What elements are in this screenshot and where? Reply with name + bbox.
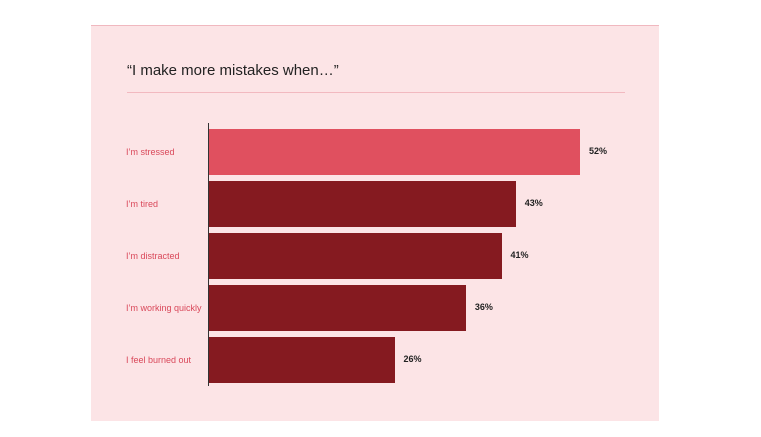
- bar: [209, 285, 466, 331]
- value-label: 41%: [510, 250, 529, 260]
- category-label: I’m distracted: [126, 250, 180, 261]
- category-label: I’m working quickly: [126, 302, 202, 313]
- bar: [209, 129, 580, 175]
- chart-panel: “I make more mistakes when…” I’m stresse…: [91, 25, 659, 421]
- bar: [209, 181, 516, 227]
- category-label: I feel burned out: [126, 354, 192, 365]
- value-label: 52%: [589, 146, 608, 156]
- bar: [209, 337, 395, 383]
- value-label: 36%: [474, 302, 493, 312]
- category-label: I’m stressed: [126, 146, 175, 157]
- axis-line: [208, 123, 209, 386]
- value-label: 43%: [524, 198, 543, 208]
- divider: [127, 92, 625, 93]
- value-label: 26%: [403, 354, 422, 364]
- chart-title: “I make more mistakes when…”: [127, 62, 339, 79]
- category-label: I’m tired: [126, 198, 159, 209]
- bar: [209, 233, 502, 279]
